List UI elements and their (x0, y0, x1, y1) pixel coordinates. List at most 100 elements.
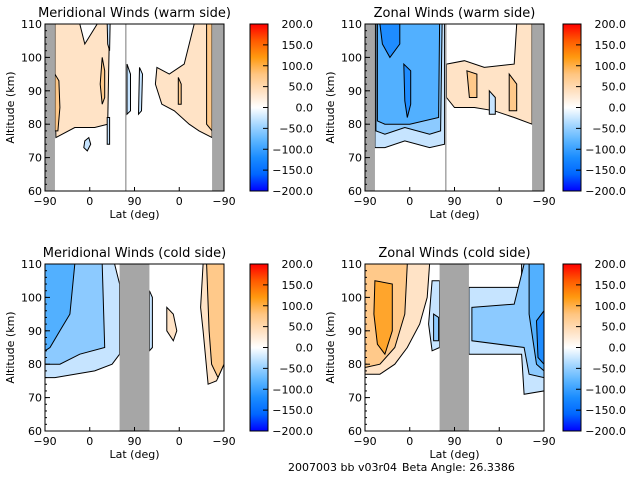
colorbar-tick-label: 150.0 (282, 279, 314, 292)
y-tick-label: 100 (341, 51, 362, 64)
y-tick-label: 90 (28, 325, 42, 338)
no-data-band (45, 24, 55, 191)
colorbar-tick-label: −200.0 (585, 185, 626, 198)
y-tick-label: 60 (348, 185, 362, 198)
colorbar-tick-label: 150.0 (595, 39, 627, 52)
colorbar-tick-label: −100.0 (272, 383, 313, 396)
x-tick-label: 90 (128, 435, 142, 448)
colorbar: 200.0 150.0 100.0 50.0 0.0 −50.0 −100.0 −150.0 −… (249, 18, 314, 198)
x-tick-label: −90 (33, 195, 56, 208)
y-tick-label: 100 (341, 291, 362, 304)
colorbar-tick-label: 150.0 (595, 279, 627, 292)
y-tick-label: 110 (341, 18, 362, 31)
contour-region (99, 57, 106, 105)
y-tick-label: 70 (348, 152, 362, 165)
colorbar-tick-label: −200.0 (272, 425, 313, 438)
x-tick-label: 90 (128, 195, 142, 208)
colorbar: 200.0 150.0 100.0 50.0 0.0 −50.0 −100.0 −150.0 −… (249, 258, 314, 438)
colorbar-tick-label: 100.0 (282, 300, 314, 313)
contour-region (488, 89, 496, 115)
x-axis-label: Lat (deg) (430, 208, 480, 221)
no-data-band (532, 24, 544, 191)
x-tick-label: 90 (448, 195, 462, 208)
colorbar-tick-label: −150.0 (272, 404, 313, 417)
y-tick-label: 80 (348, 358, 362, 371)
x-axis-label: Lat (deg) (110, 208, 160, 221)
colorbar: 200.0 150.0 100.0 50.0 0.0 −50.0 −100.0 −150.0 −… (562, 258, 627, 438)
colorbar-tick-label: −100.0 (585, 143, 626, 156)
y-tick-label: 100 (21, 291, 42, 304)
no-data-band (445, 24, 447, 191)
colorbar-tick-label: −50.0 (592, 362, 626, 375)
y-axis-label: Altitude (km) (4, 311, 17, 383)
colorbar-tick-label: −100.0 (272, 143, 313, 156)
footer-run-id: 2007003 bb v03r04 (288, 461, 397, 474)
no-data-band (119, 264, 150, 431)
colorbar-tick-label: −200.0 (272, 185, 313, 198)
contour-region (166, 306, 178, 342)
contour-region (433, 313, 440, 342)
colorbar-tick-label: 50.0 (602, 81, 627, 94)
y-tick-label: 90 (28, 85, 42, 98)
x-tick-label: 0 (496, 195, 503, 208)
colorbar-tick-label: −150.0 (585, 164, 626, 177)
y-tick-label: 70 (28, 152, 42, 165)
contour-region (106, 117, 111, 145)
colorbar-tick-label: 100.0 (282, 60, 314, 73)
no-data-band (365, 24, 375, 191)
panel-zonal-warm: Zonal Winds (warm side) 60 70 80 90 100 110 −90… (324, 6, 626, 221)
colorbar-tick-label: 100.0 (595, 60, 627, 73)
contour-region (206, 23, 213, 133)
colorbar-tick-label: 0.0 (609, 342, 627, 355)
x-tick-label: −90 (353, 195, 376, 208)
chart-title: Zonal Winds (warm side) (374, 6, 536, 21)
y-tick-label: 80 (348, 118, 362, 131)
x-tick-label: 90 (448, 435, 462, 448)
chart-title: Meridional Winds (cold side) (43, 246, 226, 261)
colorbar-tick-label: −150.0 (585, 404, 626, 417)
contour-region (177, 77, 182, 105)
y-tick-label: 110 (341, 258, 362, 271)
y-tick-label: 80 (28, 358, 42, 371)
x-tick-label: −90 (212, 195, 235, 208)
colorbar-tick-label: −100.0 (585, 383, 626, 396)
contour-region (403, 62, 412, 118)
y-tick-label: 110 (21, 258, 42, 271)
colorbar-tick-label: −200.0 (585, 425, 626, 438)
y-axis-label: Altitude (km) (324, 311, 337, 383)
y-axis-label: Altitude (km) (4, 71, 17, 143)
colorbar-tick-label: 0.0 (296, 102, 314, 115)
x-tick-label: 0 (406, 435, 413, 448)
y-tick-label: 80 (28, 118, 42, 131)
no-data-band (439, 264, 469, 431)
x-tick-label: −90 (353, 435, 376, 448)
colorbar-tick-label: −50.0 (279, 362, 313, 375)
x-axis-label: Lat (deg) (430, 448, 480, 461)
x-tick-label: 0 (86, 195, 93, 208)
x-axis-label: Lat (deg) (110, 448, 160, 461)
y-tick-label: 90 (348, 85, 362, 98)
no-data-band (212, 24, 224, 191)
panel-meridional-warm: Meridional Winds (warm side) 60 70 80 90 100 1… (4, 6, 313, 221)
y-tick-label: 60 (28, 425, 42, 438)
y-tick-label: 90 (348, 325, 362, 338)
no-data-band (125, 24, 127, 191)
contour-region (137, 67, 144, 116)
x-tick-label: 0 (406, 195, 413, 208)
colorbar-tick-label: 100.0 (595, 300, 627, 313)
colorbar-tick-label: 0.0 (296, 342, 314, 355)
colorbar-tick-label: 200.0 (595, 258, 627, 271)
colorbar-tick-label: −150.0 (272, 164, 313, 177)
chart-title: Zonal Winds (cold side) (378, 246, 530, 261)
colorbar-tick-label: 0.0 (609, 102, 627, 115)
colorbar-tick-label: −50.0 (279, 122, 313, 135)
colorbar-tick-label: 50.0 (289, 81, 314, 94)
y-tick-label: 110 (21, 18, 42, 31)
contour-region (508, 72, 518, 112)
y-axis-label: Altitude (km) (324, 71, 337, 143)
contour-region (373, 280, 393, 356)
x-tick-label: −90 (532, 195, 555, 208)
panel-meridional-cold: Meridional Winds (cold side) 60 70 80 90 100 1… (4, 246, 313, 461)
x-tick-label: −90 (532, 435, 555, 448)
